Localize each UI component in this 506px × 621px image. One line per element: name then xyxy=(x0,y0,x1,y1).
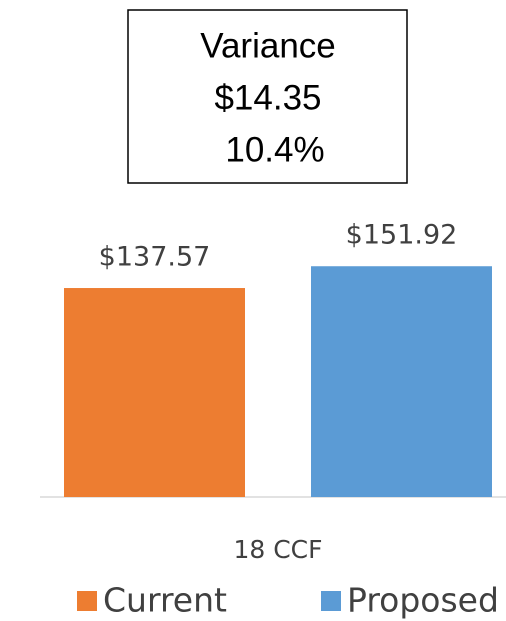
bar xyxy=(64,288,245,497)
legend-swatch xyxy=(77,591,97,611)
bar xyxy=(311,266,492,497)
data-label: $151.92 xyxy=(346,220,458,251)
annotation-box xyxy=(127,9,408,184)
legend-swatch xyxy=(321,591,341,611)
x-tick-label: 18 CCF xyxy=(233,535,322,564)
annotation-line: 10.4% xyxy=(225,130,324,169)
annotation-line: $14.35 xyxy=(214,78,321,117)
data-label: $137.57 xyxy=(99,242,211,273)
legend-label: Current xyxy=(103,581,227,620)
legend-label: Proposed xyxy=(347,581,499,620)
annotation-line: Variance xyxy=(200,26,336,65)
